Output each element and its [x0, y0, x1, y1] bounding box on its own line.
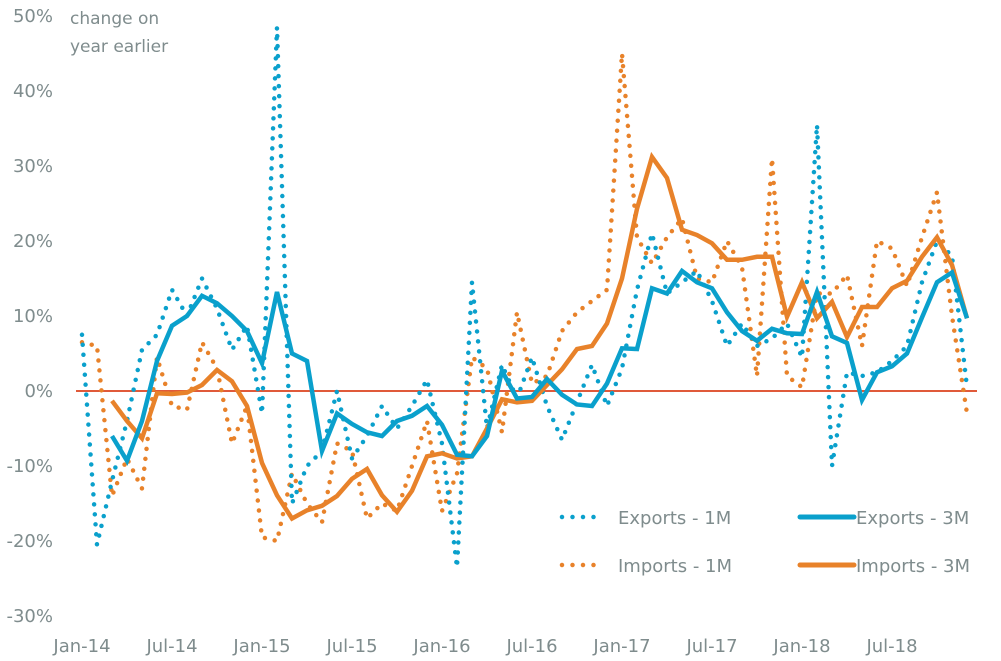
legend-item: Exports - 3M	[797, 508, 969, 529]
legend-label: Imports - 1M	[618, 556, 732, 577]
y-tick-label: -10%	[6, 456, 53, 477]
y-tick-label: 40%	[13, 81, 53, 102]
x-tick-label: Jul-16	[505, 636, 557, 657]
series-imports-1m	[79, 51, 970, 544]
y-axis-title-line-2: year earlier	[70, 37, 168, 57]
series-layer	[79, 25, 970, 570]
legend-label: Imports - 3M	[856, 556, 970, 577]
y-tick-label: -20%	[6, 531, 53, 552]
x-axis-ticks: Jan-14 Jul-14 Jan-15 Jul-15 Jan-16 Jul-16 Jan-…	[52, 636, 917, 657]
x-tick-label: Jul-15	[325, 636, 377, 657]
y-axis-ticks: 50% 40% 30% 20% 10% 0% -10% -20% -30%	[6, 6, 53, 627]
x-tick-label: Jan-15	[232, 636, 290, 657]
y-axis-title-line-1: change on	[70, 9, 159, 29]
series-line	[79, 25, 970, 570]
x-tick-label: Jan-14	[52, 636, 110, 657]
y-tick-label: 30%	[13, 156, 53, 177]
x-tick-label: Jan-16	[412, 636, 470, 657]
legend: Exports - 1M Exports - 3M Imports - 1M Impo…	[559, 508, 970, 577]
y-tick-label: 10%	[13, 306, 53, 327]
y-tick-label: 50%	[13, 6, 53, 27]
series-exports-3m	[110, 267, 970, 466]
legend-item: Exports - 1M	[559, 508, 731, 529]
series-line	[79, 51, 970, 544]
legend-label: Exports - 3M	[856, 508, 969, 529]
y-tick-label: -30%	[6, 606, 53, 627]
legend-item: Imports - 3M	[797, 556, 970, 577]
legend-label: Exports - 1M	[618, 508, 731, 529]
x-tick-label: Jan-17	[592, 636, 650, 657]
legend-item: Imports - 1M	[559, 556, 732, 577]
series-line	[110, 267, 970, 466]
x-tick-label: Jul-18	[865, 636, 917, 657]
x-tick-label: Jul-17	[685, 636, 737, 657]
y-tick-label: 20%	[13, 231, 53, 252]
x-tick-label: Jan-18	[772, 636, 830, 657]
x-tick-label: Jul-14	[145, 636, 197, 657]
y-tick-label: 0%	[24, 381, 53, 402]
series-exports-1m	[79, 25, 970, 570]
